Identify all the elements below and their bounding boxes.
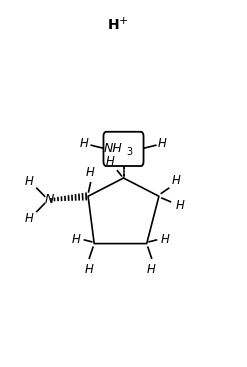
Text: H: H bbox=[158, 137, 167, 150]
Text: H: H bbox=[25, 175, 34, 188]
Text: H: H bbox=[25, 212, 34, 225]
Text: NH: NH bbox=[103, 142, 122, 155]
Text: H: H bbox=[85, 263, 94, 276]
Text: H: H bbox=[71, 233, 80, 247]
Text: H: H bbox=[161, 233, 169, 247]
FancyBboxPatch shape bbox=[103, 132, 144, 166]
Text: H: H bbox=[86, 166, 95, 179]
Text: H: H bbox=[106, 155, 115, 168]
Text: H: H bbox=[147, 263, 156, 276]
Text: N: N bbox=[44, 193, 54, 206]
Text: 3: 3 bbox=[126, 147, 133, 157]
Text: +: + bbox=[119, 17, 128, 26]
Text: H: H bbox=[108, 18, 120, 32]
Text: H: H bbox=[175, 199, 184, 212]
Text: H: H bbox=[80, 137, 89, 150]
Text: H: H bbox=[172, 174, 181, 188]
